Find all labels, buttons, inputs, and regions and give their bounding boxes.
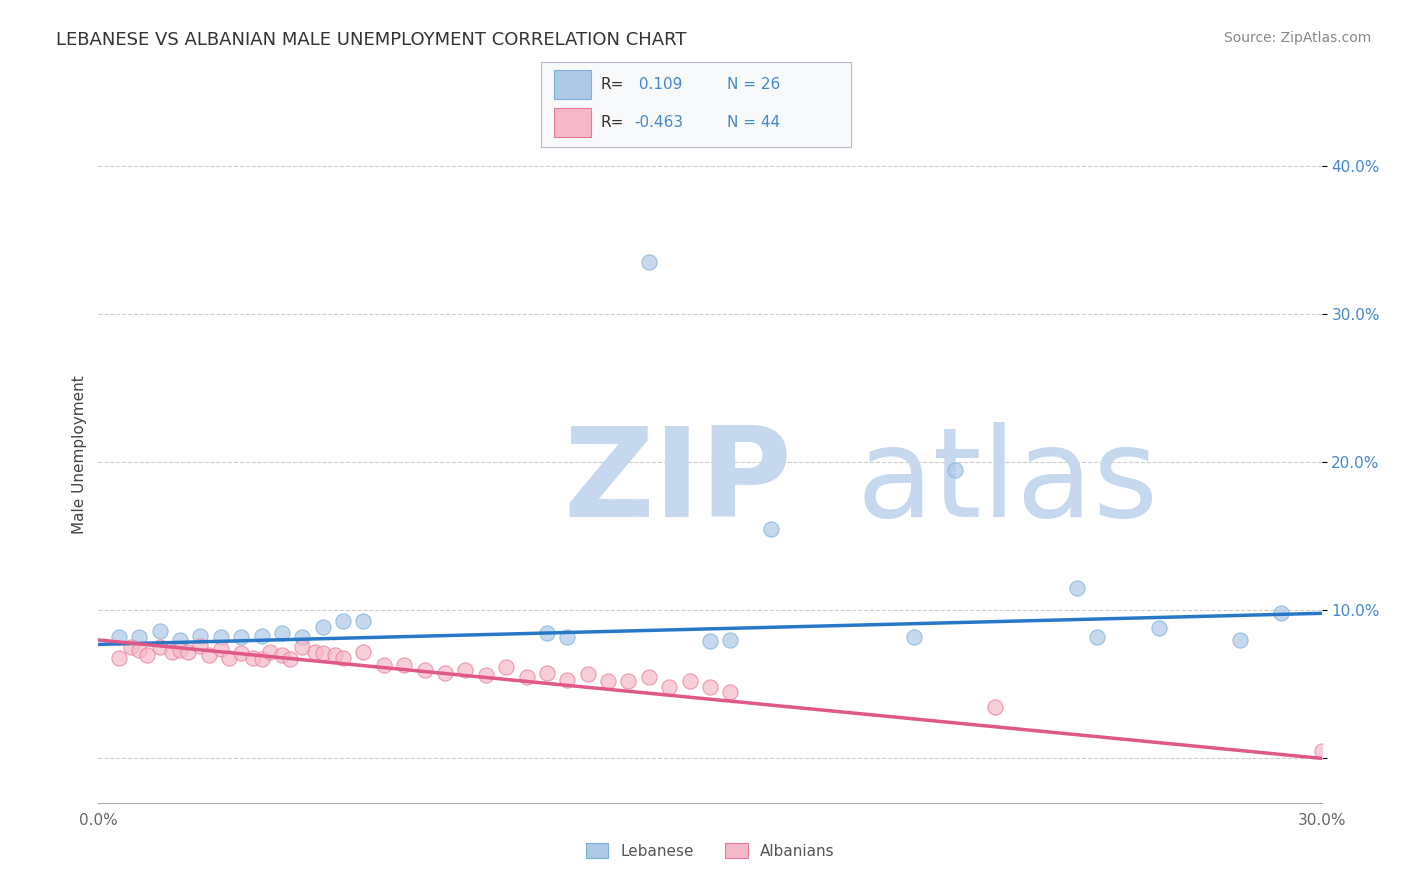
Point xyxy=(1147,621,1170,635)
Point xyxy=(617,674,640,689)
Point xyxy=(332,614,354,628)
Point xyxy=(177,645,200,659)
Point xyxy=(188,639,212,653)
Point xyxy=(209,641,232,656)
Point xyxy=(984,699,1007,714)
Point xyxy=(637,255,661,269)
Text: Source: ZipAtlas.com: Source: ZipAtlas.com xyxy=(1223,31,1371,45)
Bar xyxy=(554,70,591,99)
Point xyxy=(352,645,374,659)
Point xyxy=(392,658,416,673)
Point xyxy=(231,646,253,660)
Point xyxy=(304,645,326,659)
Text: atlas: atlas xyxy=(856,422,1159,543)
Point xyxy=(536,625,558,640)
Point xyxy=(352,614,374,628)
Point xyxy=(1310,744,1333,758)
Point xyxy=(120,640,142,655)
Point xyxy=(1085,630,1108,644)
Point xyxy=(209,630,232,644)
Point xyxy=(188,628,212,642)
Point xyxy=(1229,632,1251,647)
Point xyxy=(169,632,191,647)
Point xyxy=(149,640,172,655)
Point xyxy=(278,652,301,666)
Text: ZIP: ZIP xyxy=(564,422,792,543)
Point xyxy=(169,643,191,657)
Point xyxy=(1270,607,1292,621)
Point xyxy=(373,658,395,673)
Text: R=: R= xyxy=(600,115,623,130)
Point xyxy=(108,630,131,644)
Point xyxy=(160,645,183,659)
Text: N = 26: N = 26 xyxy=(727,77,780,92)
Point xyxy=(658,681,681,695)
Bar xyxy=(554,108,591,137)
Point xyxy=(679,674,702,689)
Point xyxy=(903,630,925,644)
Point xyxy=(495,659,517,673)
Point xyxy=(218,650,240,665)
Point xyxy=(637,670,661,684)
Point xyxy=(474,668,498,682)
Legend: Lebanese, Albanians: Lebanese, Albanians xyxy=(579,837,841,864)
Point xyxy=(434,665,457,680)
Point xyxy=(943,463,966,477)
Y-axis label: Male Unemployment: Male Unemployment xyxy=(72,376,87,534)
Point xyxy=(516,670,538,684)
Point xyxy=(270,648,294,662)
Point xyxy=(699,634,721,648)
Point xyxy=(291,630,314,644)
Text: R=: R= xyxy=(600,77,623,92)
Point xyxy=(250,652,273,666)
Point xyxy=(598,674,620,689)
Point xyxy=(312,646,335,660)
Point xyxy=(149,624,172,638)
Point xyxy=(413,663,436,677)
Text: LEBANESE VS ALBANIAN MALE UNEMPLOYMENT CORRELATION CHART: LEBANESE VS ALBANIAN MALE UNEMPLOYMENT C… xyxy=(56,31,686,49)
Point xyxy=(291,640,314,655)
Point xyxy=(231,630,253,644)
Point xyxy=(718,685,742,699)
Point xyxy=(555,630,579,644)
Text: N = 44: N = 44 xyxy=(727,115,780,130)
Point xyxy=(1066,581,1088,595)
Point xyxy=(312,620,335,634)
Point xyxy=(242,650,264,665)
Point xyxy=(197,648,219,662)
Point xyxy=(536,665,558,680)
Point xyxy=(332,650,354,665)
Point xyxy=(250,628,273,642)
Point xyxy=(270,625,294,640)
Point xyxy=(128,643,150,657)
Point xyxy=(136,648,159,662)
Point xyxy=(108,650,131,665)
Point xyxy=(555,673,579,687)
Point xyxy=(718,632,742,647)
Point xyxy=(699,681,721,695)
Text: 0.109: 0.109 xyxy=(634,77,682,92)
Point xyxy=(128,630,150,644)
Point xyxy=(576,667,599,681)
Point xyxy=(454,663,477,677)
Text: -0.463: -0.463 xyxy=(634,115,683,130)
Point xyxy=(323,648,346,662)
Point xyxy=(259,645,281,659)
Point xyxy=(761,522,783,536)
